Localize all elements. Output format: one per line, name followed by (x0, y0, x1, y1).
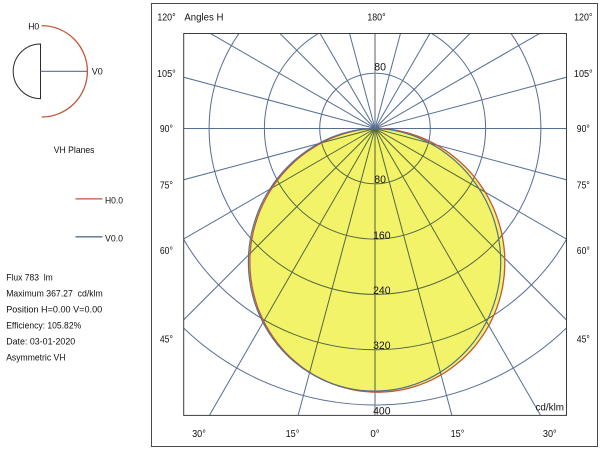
svg-text:Position H=0.00 V=0.00: Position H=0.00 V=0.00 (6, 304, 102, 315)
svg-text:30°: 30° (192, 428, 206, 440)
svg-text:cd/klm: cd/klm (536, 402, 565, 413)
svg-text:Angles H: Angles H (184, 13, 223, 24)
svg-text:105°: 105° (574, 69, 593, 80)
svg-text:Efficiency: 105.82%: Efficiency: 105.82% (6, 320, 81, 331)
svg-text:30°: 30° (543, 428, 557, 440)
svg-text:80: 80 (374, 174, 386, 186)
svg-text:15°: 15° (286, 428, 300, 440)
svg-text:45°: 45° (160, 334, 173, 345)
svg-text:60°: 60° (160, 246, 173, 257)
svg-text:120°: 120° (157, 13, 175, 24)
svg-text:60°: 60° (577, 246, 590, 257)
svg-text:Maximum 367.27 cd/klm: Maximum 367.27 cd/klm (6, 288, 103, 299)
svg-text:0°: 0° (370, 428, 379, 440)
svg-text:H0.0: H0.0 (105, 196, 123, 207)
svg-text:90°: 90° (160, 124, 173, 135)
svg-text:320: 320 (373, 340, 390, 352)
svg-text:V0: V0 (92, 67, 103, 78)
svg-text:V0.0: V0.0 (105, 234, 123, 245)
svg-text:H0: H0 (28, 21, 39, 32)
svg-text:120°: 120° (574, 13, 592, 24)
svg-text:75°: 75° (577, 180, 590, 191)
svg-text:VH Planes: VH Planes (54, 145, 95, 156)
svg-text:75°: 75° (160, 180, 173, 191)
svg-text:80: 80 (374, 62, 386, 74)
svg-text:160: 160 (373, 230, 390, 242)
svg-text:180°: 180° (367, 13, 385, 24)
svg-text:45°: 45° (577, 334, 590, 345)
svg-text:Date: 03-01-2020: Date: 03-01-2020 (6, 336, 75, 347)
svg-text:240: 240 (373, 285, 390, 297)
svg-text:Asymmetric VH: Asymmetric VH (6, 352, 65, 363)
svg-text:105°: 105° (157, 69, 176, 80)
svg-text:Flux 783 lm: Flux 783 lm (6, 272, 53, 283)
svg-text:15°: 15° (451, 428, 465, 440)
svg-text:90°: 90° (577, 124, 590, 135)
